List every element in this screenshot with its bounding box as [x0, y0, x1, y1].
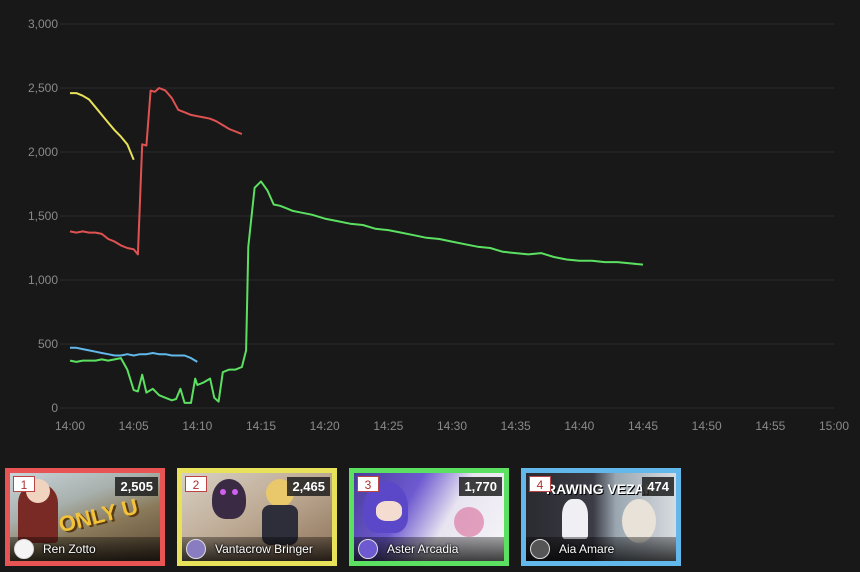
streamer-name: Vantacrow Bringer	[215, 542, 313, 556]
stream-card-1[interactable]: ONLY U 1 2,505 Ren Zotto	[5, 468, 165, 566]
name-bar: Vantacrow Bringer	[182, 537, 332, 561]
name-bar: Aster Arcadia	[354, 537, 504, 561]
x-tick-label: 14:50	[692, 419, 722, 433]
series-line-2	[69, 87, 243, 256]
name-bar: Ren Zotto	[10, 537, 160, 561]
avatar	[530, 539, 550, 559]
viewer-count-badge: 474	[642, 477, 674, 496]
x-tick-label: 14:35	[501, 419, 531, 433]
y-tick-label: 2,500	[28, 81, 58, 95]
thumbnail-text: ONLY U	[56, 493, 141, 538]
y-tick-label: 2,000	[28, 145, 58, 159]
x-tick-label: 14:25	[373, 419, 403, 433]
x-tick-label: 14:30	[437, 419, 467, 433]
streamer-name: Ren Zotto	[43, 542, 96, 556]
y-tick-label: 0	[51, 401, 58, 415]
stream-card-4[interactable]: RAWING VEZAI 4 474 Aia Amare	[521, 468, 681, 566]
grid-lines	[60, 23, 834, 409]
stream-card-3[interactable]: 3 1,770 Aster Arcadia	[349, 468, 509, 566]
y-tick-label: 500	[38, 337, 58, 351]
x-tick-label: 14:45	[628, 419, 658, 433]
x-tick-label: 14:55	[755, 419, 785, 433]
x-tick-label: 15:00	[819, 419, 849, 433]
streamer-name: Aia Amare	[559, 542, 615, 556]
series-line-4	[69, 180, 644, 404]
viewer-count-badge: 2,505	[115, 477, 158, 496]
rank-badge: 4	[529, 476, 551, 492]
rank-badge: 2	[185, 476, 207, 492]
x-tick-label: 14:20	[310, 419, 340, 433]
thumbnail-text: RAWING VEZAI	[546, 481, 649, 497]
x-tick-label: 14:00	[55, 419, 85, 433]
series-line-1	[70, 92, 135, 161]
rank-badge: 1	[13, 476, 35, 492]
x-tick-label: 14:10	[182, 419, 212, 433]
y-tick-label: 1,000	[28, 273, 58, 287]
viewer-count-badge: 2,465	[287, 477, 330, 496]
y-tick-label: 3,000	[28, 17, 58, 31]
x-tick-label: 14:15	[246, 419, 276, 433]
stream-cards: ONLY U 1 2,505 Ren Zotto 2 2,465 Vantacr…	[0, 468, 860, 568]
stream-card-2[interactable]: 2 2,465 Vantacrow Bringer	[177, 468, 337, 566]
x-tick-label: 14:05	[119, 419, 149, 433]
name-bar: Aia Amare	[526, 537, 676, 561]
y-tick-label: 1,500	[28, 209, 58, 223]
streamer-name: Aster Arcadia	[387, 542, 459, 556]
y-axis-ticks: 0 500 1,000 1,500 2,000 2,500 3,000	[28, 17, 58, 415]
series-line-3	[70, 346, 198, 363]
x-axis-ticks: 14:00 14:05 14:10 14:15 14:20 14:25 14:30 14:35…	[55, 419, 849, 433]
viewer-count-line-chart: 0 500 1,000 1,500 2,000 2,500 3,000 14:00 14:05…	[28, 17, 849, 433]
avatar	[14, 539, 34, 559]
avatar	[358, 539, 378, 559]
x-tick-label: 14:40	[564, 419, 594, 433]
series-lines	[69, 87, 644, 404]
avatar	[186, 539, 206, 559]
viewer-count-badge: 1,770	[459, 477, 502, 496]
rank-badge: 3	[357, 476, 379, 492]
